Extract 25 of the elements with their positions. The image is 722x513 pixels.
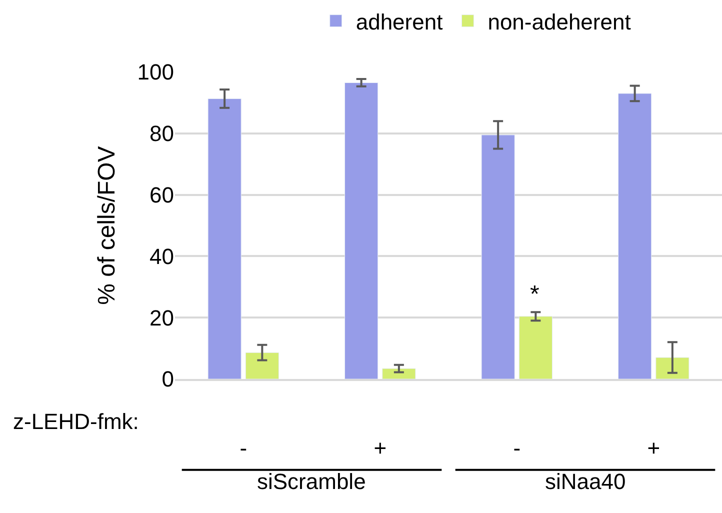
legend-label: non-adeherent	[488, 9, 631, 34]
bar	[656, 357, 690, 379]
text: z-LEHD-fmk:	[13, 409, 139, 434]
x-tick-label: +	[647, 435, 660, 460]
y-tick-label: 60	[150, 182, 174, 208]
y-tick-label: 0	[162, 366, 174, 392]
y-axis-title: % of cells/FOV	[93, 146, 120, 305]
bar	[344, 82, 378, 379]
x-tick-label: -	[240, 435, 248, 460]
bar	[245, 352, 279, 379]
x-tick-label: +	[374, 435, 387, 460]
y-tick-label: 80	[150, 121, 174, 146]
bar	[481, 134, 515, 379]
bar	[208, 98, 242, 379]
x-tick-label: -	[513, 435, 521, 460]
y-tick-label: 20	[150, 305, 174, 330]
bar	[518, 316, 552, 379]
text: siScramble	[257, 469, 366, 494]
y-tick-label: 100	[137, 60, 174, 85]
bar	[382, 368, 416, 379]
data-label: *	[530, 281, 540, 308]
y-tick-label: 40	[150, 244, 174, 269]
legend-label: adherent	[356, 9, 443, 34]
text: siNaa40	[545, 469, 626, 494]
bar	[618, 93, 652, 379]
